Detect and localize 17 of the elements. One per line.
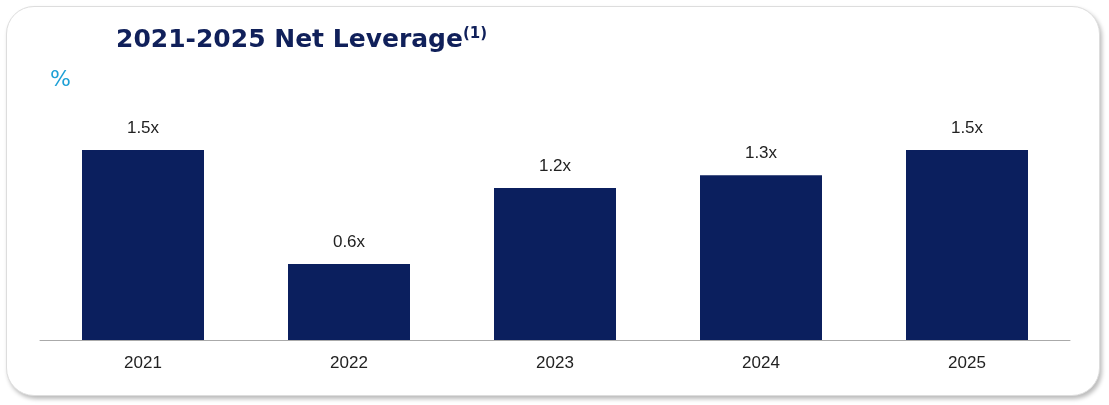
- x-tick-label: 2023: [536, 353, 574, 372]
- bar: [494, 188, 616, 340]
- bar: [700, 175, 822, 340]
- bar: [82, 150, 204, 340]
- bar: [906, 150, 1028, 340]
- data-label: 1.3x: [744, 143, 778, 163]
- data-label: 0.6x: [332, 232, 366, 251]
- x-tick-label: 2021: [124, 353, 162, 372]
- x-tick-label: 2025: [948, 353, 986, 372]
- data-label: 1.2x: [538, 156, 572, 175]
- bar: [288, 264, 410, 340]
- chart-title: 2021-2025 Net Leverage$^{(1)}$: [116, 24, 488, 54]
- chart-subtitle: %: [50, 66, 71, 91]
- data-label: 1.5x: [126, 118, 160, 137]
- x-tick-label: 2024: [742, 353, 780, 372]
- x-tick-label: 2022: [330, 353, 368, 372]
- data-label: 1.5x: [950, 118, 984, 137]
